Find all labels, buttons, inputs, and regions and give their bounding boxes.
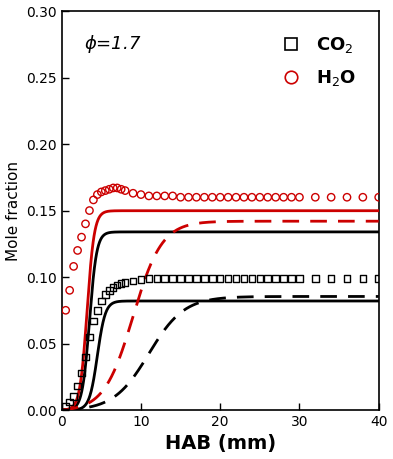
Point	[122, 279, 128, 286]
Point	[257, 274, 263, 282]
Point	[130, 277, 136, 285]
Point	[344, 274, 350, 282]
Point	[114, 281, 120, 289]
Point	[86, 207, 93, 214]
Point	[83, 353, 89, 360]
Point	[74, 247, 81, 254]
Point	[288, 274, 295, 282]
Point	[241, 274, 247, 282]
Point	[296, 274, 303, 282]
Point	[146, 274, 152, 282]
Point	[98, 188, 105, 196]
Point	[193, 194, 200, 201]
Point	[328, 274, 334, 282]
Point	[102, 291, 108, 298]
Point	[264, 194, 271, 201]
Point	[296, 194, 303, 201]
Point	[110, 284, 116, 291]
Legend: CO$_2$, H$_2$O: CO$_2$, H$_2$O	[265, 28, 363, 95]
Point	[185, 274, 192, 282]
Point	[154, 274, 160, 282]
Point	[360, 274, 366, 282]
Y-axis label: Mole fraction: Mole fraction	[6, 161, 20, 261]
Point	[185, 194, 192, 201]
Point	[209, 274, 215, 282]
Point	[102, 187, 108, 194]
Point	[178, 274, 184, 282]
Point	[241, 194, 247, 201]
X-axis label: HAB (mm): HAB (mm)	[165, 435, 276, 453]
Point	[78, 369, 84, 376]
Point	[217, 274, 223, 282]
Point	[106, 287, 112, 294]
Point	[70, 393, 77, 400]
Point	[257, 194, 263, 201]
Point	[146, 192, 152, 200]
Point	[178, 194, 184, 201]
Point	[86, 333, 93, 341]
Point	[264, 274, 271, 282]
Point	[233, 274, 239, 282]
Point	[114, 184, 120, 191]
Point	[249, 194, 255, 201]
Point	[169, 192, 176, 200]
Point	[98, 297, 105, 305]
Point	[90, 317, 97, 325]
Point	[90, 196, 97, 204]
Point	[209, 194, 215, 201]
Point	[360, 194, 366, 201]
Point	[110, 184, 116, 191]
Point	[249, 274, 255, 282]
Point	[70, 263, 77, 270]
Point	[312, 274, 318, 282]
Point	[62, 307, 69, 314]
Point	[138, 191, 144, 198]
Text: $\phi$=1.7: $\phi$=1.7	[84, 33, 141, 55]
Point	[201, 274, 208, 282]
Point	[62, 403, 69, 410]
Point	[169, 274, 176, 282]
Point	[83, 220, 89, 228]
Point	[272, 274, 279, 282]
Point	[201, 194, 208, 201]
Point	[217, 194, 223, 201]
Point	[138, 276, 144, 283]
Point	[193, 274, 200, 282]
Point	[162, 274, 168, 282]
Point	[74, 382, 81, 390]
Point	[281, 274, 287, 282]
Point	[122, 187, 128, 194]
Point	[118, 185, 124, 193]
Point	[162, 192, 168, 200]
Point	[225, 194, 231, 201]
Point	[281, 194, 287, 201]
Point	[344, 194, 350, 201]
Point	[94, 191, 101, 198]
Point	[154, 192, 160, 200]
Point	[66, 287, 73, 294]
Point	[106, 185, 112, 193]
Point	[376, 274, 382, 282]
Point	[233, 194, 239, 201]
Point	[376, 194, 382, 201]
Point	[328, 194, 334, 201]
Point	[225, 274, 231, 282]
Point	[130, 190, 136, 197]
Point	[312, 194, 318, 201]
Point	[288, 194, 295, 201]
Point	[94, 307, 101, 314]
Point	[78, 234, 84, 241]
Point	[118, 280, 124, 287]
Point	[66, 398, 73, 406]
Point	[272, 194, 279, 201]
